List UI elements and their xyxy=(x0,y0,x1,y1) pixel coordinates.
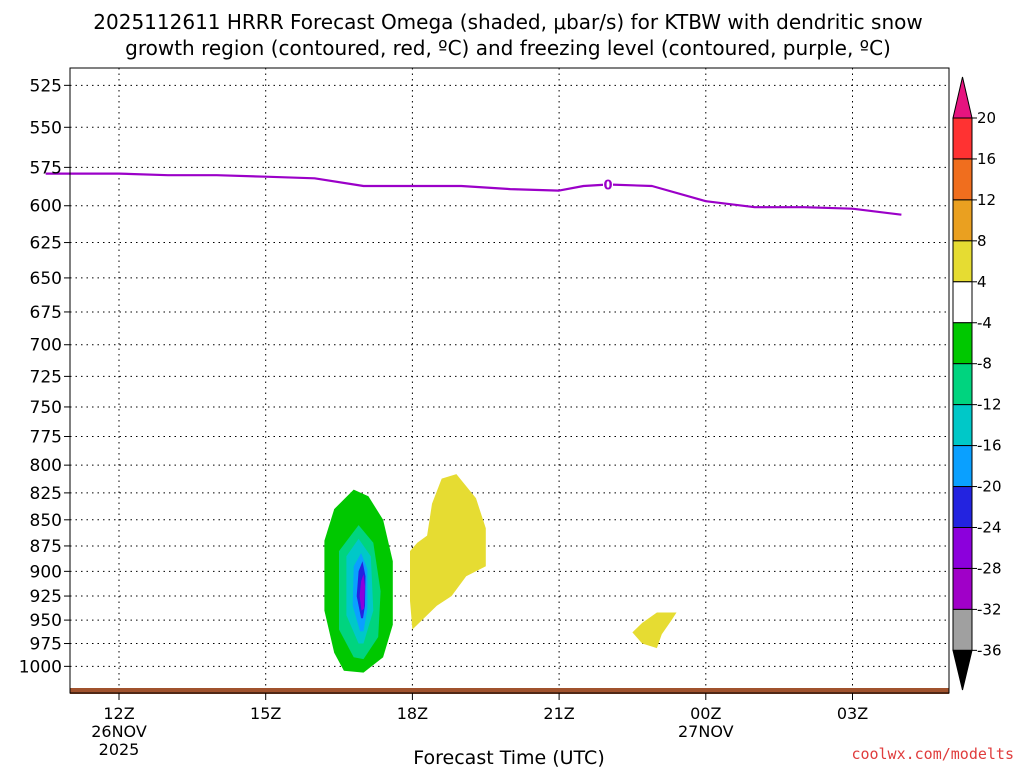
y-tick-label-675: 675 xyxy=(30,303,62,323)
x-tick-label-03Z: 03Z xyxy=(837,704,868,723)
x-tick-label-15Z: 15Z xyxy=(250,704,281,723)
x-axis-label: Forecast Time (UTC) xyxy=(413,747,604,768)
freezing-level-label-bg xyxy=(603,176,613,191)
y-tick-label-800: 800 xyxy=(30,456,62,476)
colorbar-tick-label-3: 8 xyxy=(977,232,987,250)
y-tick-label-825: 825 xyxy=(30,484,62,504)
freezing-level-line xyxy=(45,172,902,216)
omega-contour-6 xyxy=(410,474,486,630)
y-tick-label-875: 875 xyxy=(30,537,62,557)
colorbar-tick-label-7: -12 xyxy=(977,396,1002,414)
plot-frame xyxy=(69,67,950,694)
colorbar-max-arrow xyxy=(952,76,973,119)
y-tick-label-650: 650 xyxy=(30,269,62,289)
y-tick-label-550: 550 xyxy=(30,118,62,138)
colorbar-tick-label-2: 12 xyxy=(977,191,996,209)
colorbar-segment-3 xyxy=(952,240,973,283)
freezing-level-label: 0 xyxy=(603,178,612,193)
x-tick-label-21Z: 21Z xyxy=(543,704,574,723)
colorbar-segment-6 xyxy=(952,363,973,406)
colorbar-tick-label-5: -4 xyxy=(977,314,992,332)
colorbar-tick-label-11: -28 xyxy=(977,559,1002,577)
omega-contour-5 xyxy=(359,574,365,611)
ground-surface xyxy=(70,688,949,694)
y-tick-label-600: 600 xyxy=(30,197,62,217)
colorbar-tick-label-6: -8 xyxy=(977,355,992,373)
colorbar-tick-label-4: 4 xyxy=(977,273,987,291)
y-tick-label-575: 575 xyxy=(30,158,62,178)
colorbar-tick-label-0: 20 xyxy=(977,109,996,127)
colorbar-tick-label-8: -16 xyxy=(977,437,1002,455)
plot-area xyxy=(70,68,949,693)
colorbar-tick-label-12: -32 xyxy=(977,600,1002,618)
colorbar-tick-label-10: -24 xyxy=(977,519,1002,537)
colorbar-segment-4 xyxy=(952,281,973,324)
colorbar-segment-11 xyxy=(952,567,973,610)
y-tick-label-850: 850 xyxy=(30,511,62,531)
y-tick-label-725: 725 xyxy=(30,367,62,387)
colorbar-tick-label-1: 16 xyxy=(977,150,996,168)
x-tick-label-12Z: 12Z xyxy=(103,704,134,723)
chart-title-line-1: 2025112611 HRRR Forecast Omega (shaded, … xyxy=(93,10,922,34)
x-tick-label-00Z: 00Z xyxy=(690,704,721,723)
x-tick-label-18Z: 18Z xyxy=(397,704,428,723)
colorbar-segment-1 xyxy=(952,158,973,201)
omega-colorbar: 20 16 12 8 4 -4 -8 -12 -16 -20 -24 -28 -32 -36 xyxy=(952,76,1002,691)
freezing-level-layer: 0 xyxy=(45,172,902,216)
colorbar-min-arrow xyxy=(952,649,973,691)
colorbar-segment-8 xyxy=(952,445,973,488)
chart-title-line-2: growth region (contoured, red, ºC) and f… xyxy=(125,36,891,60)
colorbar-segment-9 xyxy=(952,486,973,528)
colorbar-tick-label-13: -36 xyxy=(977,641,1002,659)
colorbar-segment-5 xyxy=(952,322,973,365)
y-axis: 525 550 575 600 625 650 675 700 725 750 775 800 825 8… xyxy=(19,76,70,677)
colorbar-tick-label-9: -20 xyxy=(977,478,1002,496)
colorbar-segment-2 xyxy=(952,199,973,242)
omega-contours xyxy=(324,474,677,673)
y-tick-label-900: 900 xyxy=(30,562,62,582)
x-tick-sublabel-2025: 2025 xyxy=(99,740,140,759)
colorbar-segment-7 xyxy=(952,404,973,447)
x-tick-sublabel-27NOV: 27NOV xyxy=(678,722,734,741)
colorbar-segment-10 xyxy=(952,527,973,569)
y-tick-label-775: 775 xyxy=(30,428,62,448)
credit-text[interactable]: coolwx.com/modelts xyxy=(851,745,1014,763)
omega-contour-7 xyxy=(632,612,677,649)
y-tick-label-950: 950 xyxy=(30,611,62,631)
colorbar-segment-12 xyxy=(952,608,973,651)
y-tick-label-975: 975 xyxy=(30,635,62,655)
grid-lines xyxy=(70,68,949,693)
y-tick-label-925: 925 xyxy=(30,587,62,607)
x-tick-sublabel-26NOV: 26NOV xyxy=(91,722,147,741)
y-tick-label-625: 625 xyxy=(30,234,62,254)
y-tick-label-700: 700 xyxy=(30,336,62,356)
y-tick-label-1000: 1000 xyxy=(19,657,62,677)
y-tick-label-750: 750 xyxy=(30,398,62,418)
colorbar-segment-0 xyxy=(952,117,973,160)
y-tick-label-525: 525 xyxy=(30,76,62,96)
